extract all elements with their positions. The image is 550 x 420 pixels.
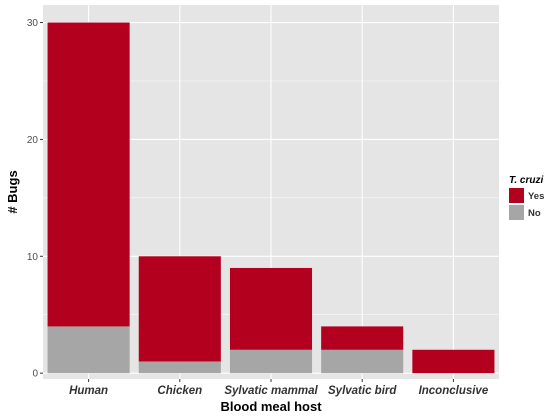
legend-title: T. cruzi	[509, 175, 543, 186]
bar-sylvatic-bird-no	[321, 349, 404, 374]
y-tick-label-0: 0	[32, 369, 38, 380]
bars	[47, 22, 495, 374]
y-axis: 0 10 20 30	[27, 18, 43, 380]
bar-sylvatic-mammal-no	[229, 349, 313, 374]
legend-label-no: No	[528, 208, 541, 219]
x-axis: Human Chicken Sylvatic mammal Sylvatic bird…	[69, 379, 489, 397]
bar-human-no	[47, 326, 130, 374]
x-tick-label-sylvatic-bird: Sylvatic bird	[328, 385, 397, 397]
x-axis-title: Blood meal host	[220, 399, 322, 414]
bar-sylvatic-bird-yes	[321, 326, 404, 350]
legend-label-yes: Yes	[528, 191, 544, 202]
y-axis-title: # Bugs	[5, 170, 20, 213]
x-tick-label-sylvatic-mammal: Sylvatic mammal	[224, 385, 318, 397]
x-tick-label-chicken: Chicken	[157, 385, 202, 397]
x-tick-label-human: Human	[69, 385, 108, 397]
legend-key-yes	[509, 188, 524, 203]
x-tick-label-inconclusive: Inconclusive	[419, 385, 489, 397]
bar-inconclusive-yes	[412, 349, 495, 374]
legend: T. cruzi Yes No	[509, 175, 544, 220]
legend-key-no	[509, 205, 524, 220]
y-tick-label-20: 20	[27, 135, 39, 146]
y-tick-label-30: 30	[27, 18, 39, 29]
bar-human-yes	[47, 22, 130, 327]
bar-chicken-yes	[138, 256, 221, 362]
bar-chicken-no	[138, 361, 221, 374]
y-tick-label-10: 10	[27, 252, 39, 263]
bar-sylvatic-mammal-yes	[229, 267, 313, 350]
